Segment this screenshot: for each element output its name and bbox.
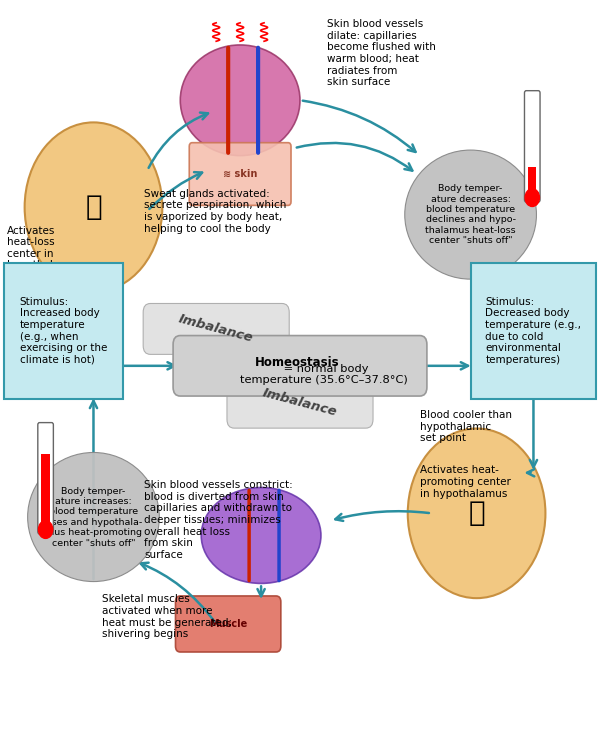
Text: = normal body
temperature (35.6°C–37.8°C): = normal body temperature (35.6°C–37.8°C…	[240, 364, 408, 386]
FancyBboxPatch shape	[175, 596, 281, 652]
Text: Homeostasis: Homeostasis	[254, 355, 340, 369]
FancyBboxPatch shape	[143, 304, 289, 355]
FancyBboxPatch shape	[524, 91, 540, 202]
Text: Muscle: Muscle	[209, 619, 247, 629]
Text: Skin blood vessels constrict:
blood is diverted from skin
capillaries and withdr: Skin blood vessels constrict: blood is d…	[145, 480, 293, 559]
FancyBboxPatch shape	[528, 167, 536, 196]
Text: Imbalance: Imbalance	[261, 386, 339, 419]
Text: Sweat glands activated:
secrete perspiration, which
is vaporized by body heat,
h: Sweat glands activated: secrete perspira…	[145, 188, 287, 234]
Text: Stimulus:
Increased body
temperature
(e.g., when
exercising or the
climate is ho: Stimulus: Increased body temperature (e.…	[20, 297, 107, 365]
Ellipse shape	[408, 429, 545, 598]
Ellipse shape	[28, 452, 160, 582]
Ellipse shape	[201, 488, 321, 583]
Circle shape	[38, 521, 53, 539]
FancyBboxPatch shape	[227, 377, 373, 428]
FancyBboxPatch shape	[4, 262, 124, 399]
FancyBboxPatch shape	[470, 262, 596, 399]
Text: 🧠: 🧠	[468, 500, 485, 528]
Text: 🧠: 🧠	[85, 193, 102, 221]
Text: Blood warmer
than hypothalamic
set point: Blood warmer than hypothalamic set point	[7, 333, 105, 366]
Ellipse shape	[180, 45, 300, 156]
Text: Activates heat-
promoting center
in hypothalamus: Activates heat- promoting center in hypo…	[420, 466, 511, 499]
Ellipse shape	[25, 123, 163, 292]
Text: Body temper-
ature decreases:
blood temperature
declines and hypo-
thalamus heat: Body temper- ature decreases: blood temp…	[425, 184, 516, 245]
FancyBboxPatch shape	[41, 454, 50, 528]
Circle shape	[525, 188, 539, 206]
FancyBboxPatch shape	[173, 336, 427, 396]
Text: ≋ skin: ≋ skin	[223, 169, 257, 179]
Text: Body temper-
ature increases:
blood temperature
rises and hypothala-
mus heat-pr: Body temper- ature increases: blood temp…	[45, 486, 142, 548]
Text: Skeletal muscles
activated when more
heat must be generated;
shivering begins: Skeletal muscles activated when more hea…	[103, 594, 233, 639]
Ellipse shape	[405, 150, 536, 279]
FancyBboxPatch shape	[38, 423, 53, 534]
Text: Activates
heat-loss
center in
hypothalamus: Activates heat-loss center in hypothalam…	[7, 225, 81, 270]
Text: Imbalance: Imbalance	[178, 313, 255, 345]
FancyBboxPatch shape	[189, 143, 291, 205]
Text: Blood cooler than
hypothalamic
set point: Blood cooler than hypothalamic set point	[420, 410, 512, 443]
Text: Skin blood vessels
dilate: capillaries
become flushed with
warm blood; heat
radi: Skin blood vessels dilate: capillaries b…	[327, 19, 436, 87]
Text: Stimulus:
Decreased body
temperature (e.g.,
due to cold
environmental
temperatur: Stimulus: Decreased body temperature (e.…	[485, 297, 581, 365]
